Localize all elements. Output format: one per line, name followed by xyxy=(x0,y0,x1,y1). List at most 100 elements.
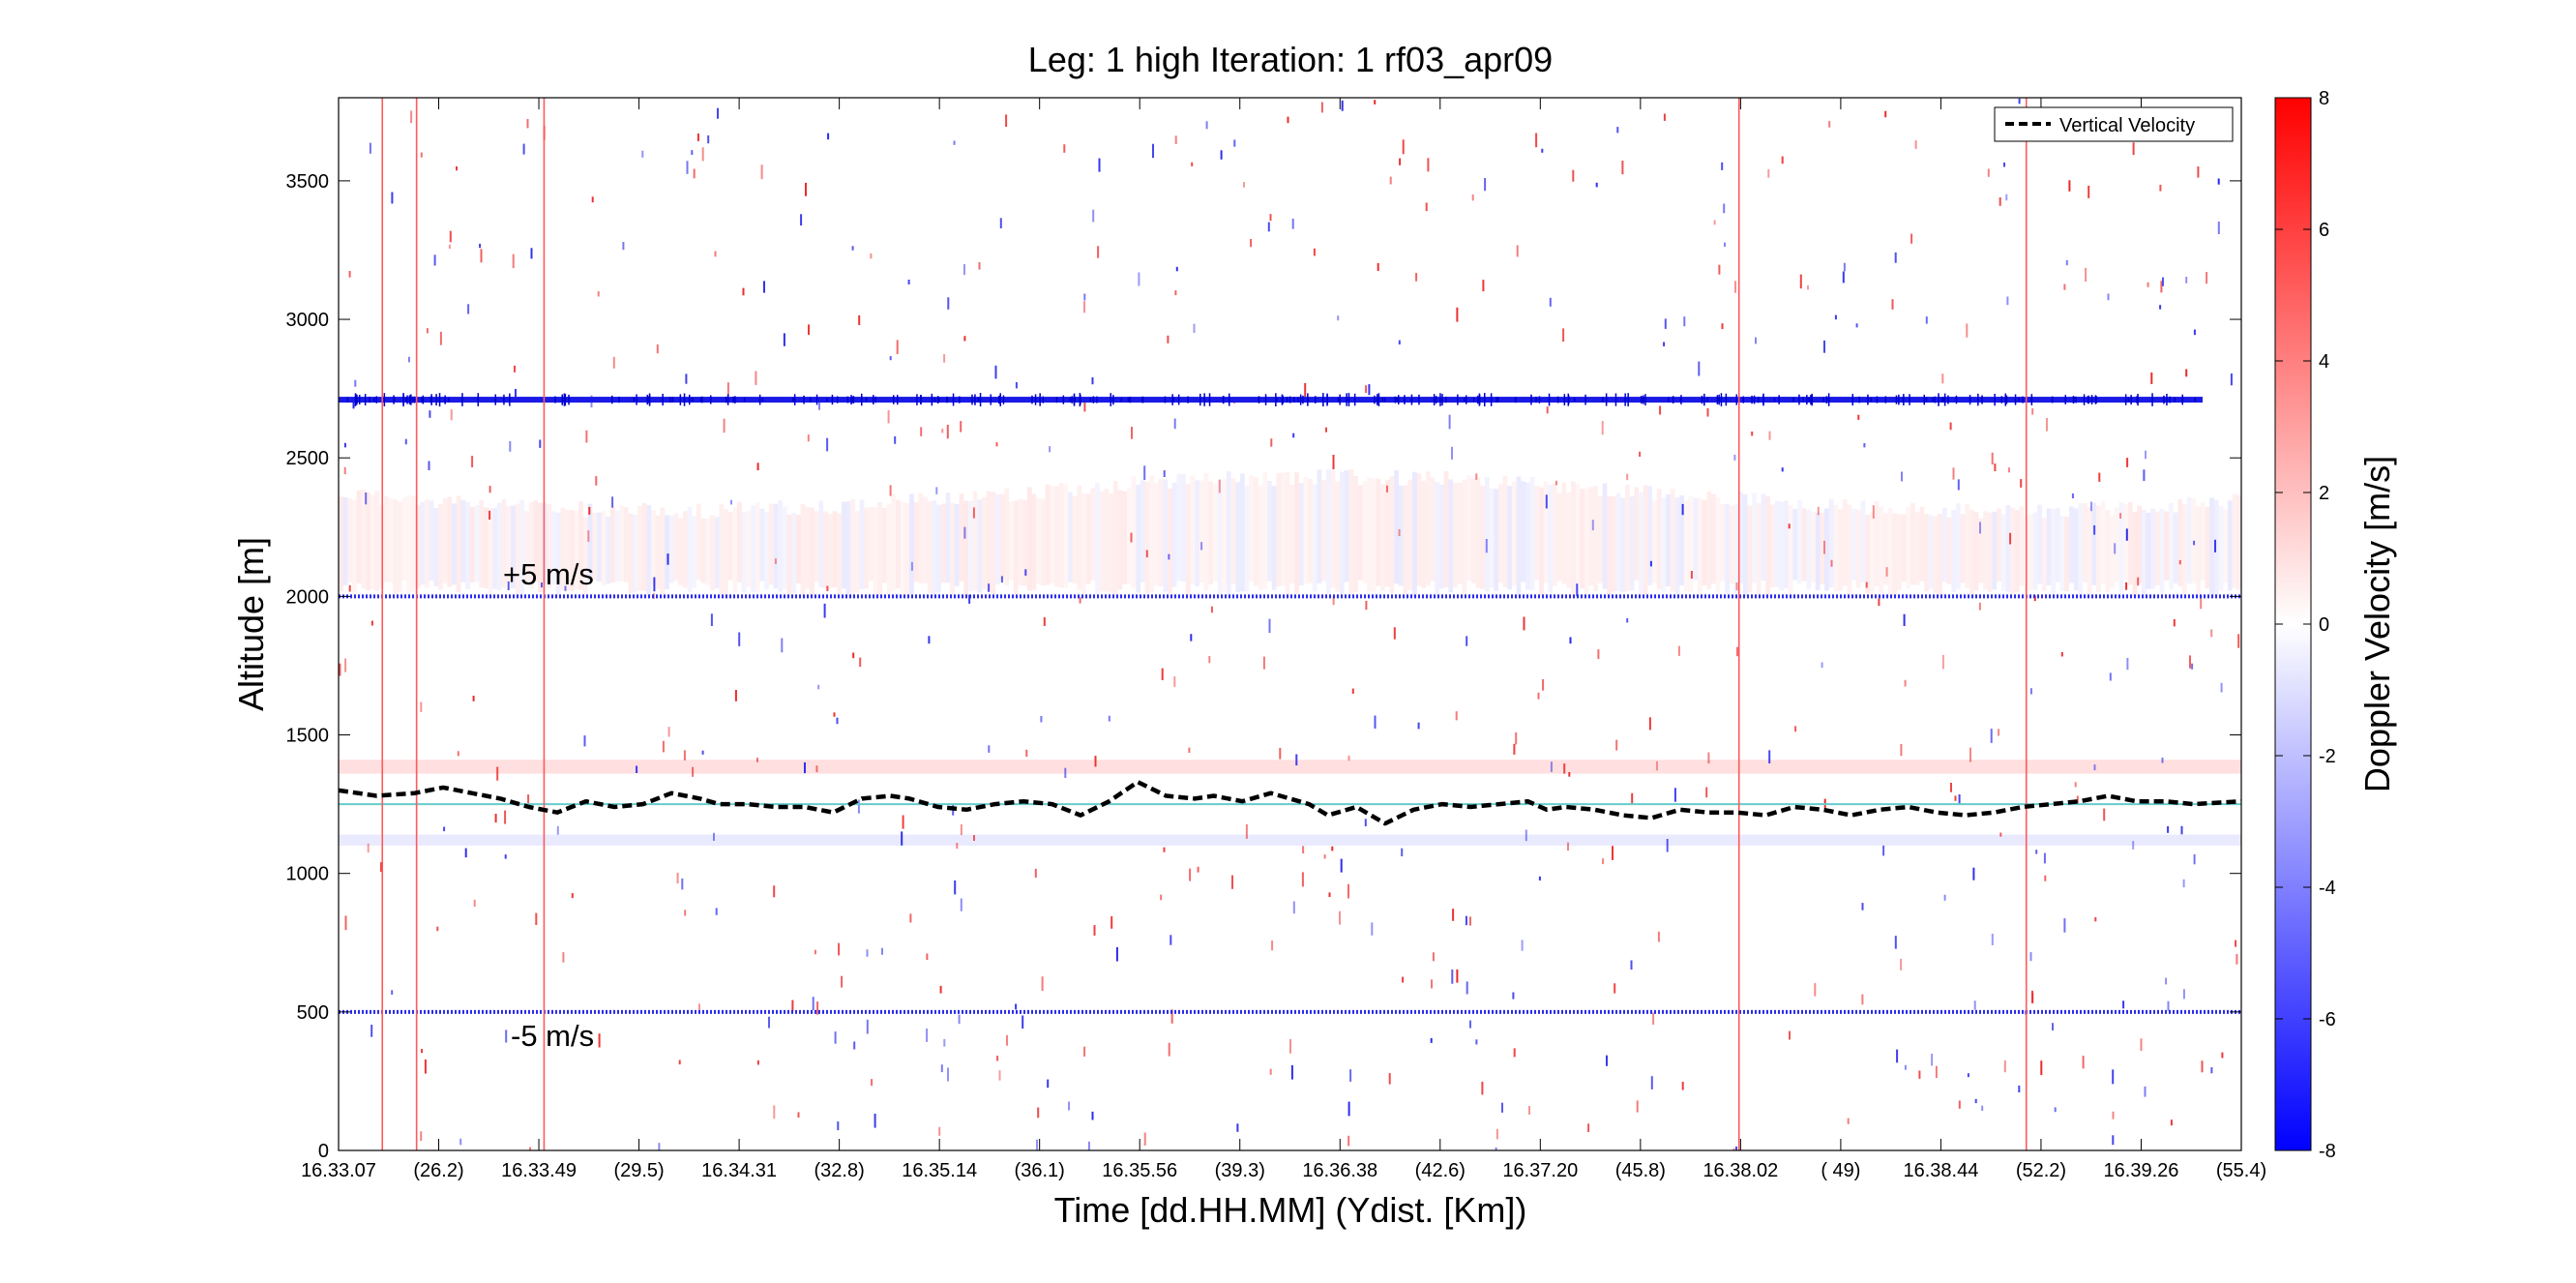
cloud-layer-column xyxy=(2182,504,2187,595)
noise-speckle xyxy=(1698,361,1701,376)
noise-speckle xyxy=(2143,469,2146,481)
noise-speckle xyxy=(1083,293,1086,301)
cloud-layer-column xyxy=(1784,500,1789,589)
cloud-layer-column xyxy=(1453,482,1458,588)
cloud-layer-column xyxy=(1525,482,1530,590)
noise-speckle xyxy=(1143,465,1146,480)
high-blue-band-tick xyxy=(461,393,463,406)
noise-speckle xyxy=(2031,408,2034,415)
cloud-layer-column xyxy=(1521,481,1526,582)
high-blue-band-tick xyxy=(1297,397,1299,403)
high-blue-band-tick xyxy=(477,393,479,406)
chart-title: Leg: 1 high Iteration: 1 rf03_apr09 xyxy=(1028,40,1553,79)
noise-speckle xyxy=(1347,1101,1350,1117)
noise-speckle xyxy=(556,825,559,835)
noise-speckle xyxy=(941,429,944,433)
noise-speckle xyxy=(653,577,656,592)
noise-speckle xyxy=(1005,114,1008,128)
noise-speckle xyxy=(2043,852,2046,864)
cloud-layer-column xyxy=(1969,509,1974,596)
high-blue-band-tick xyxy=(2127,397,2130,403)
noise-speckle xyxy=(448,244,451,249)
cloud-layer-column xyxy=(1276,472,1282,587)
cloud-layer-column xyxy=(904,502,910,596)
noise-speckle xyxy=(1347,1135,1350,1147)
high-blue-band-tick xyxy=(1535,396,1537,403)
cloud-layer-column xyxy=(913,501,919,582)
cloud-layer-column xyxy=(460,499,466,582)
noise-speckle xyxy=(1904,679,1907,687)
cloud-layer-column xyxy=(1674,497,1680,595)
cloud-layer-column xyxy=(968,500,973,592)
noise-speckle xyxy=(958,1014,961,1025)
noise-speckle xyxy=(1087,1141,1090,1150)
colorbar: -8 -6 -4 -2 0 2 4 6 8 Doppler Velocity [m/s] xyxy=(2274,88,2397,1162)
high-blue-band-tick xyxy=(364,394,367,405)
noise-speckle xyxy=(1174,290,1177,296)
cloud-layer-column xyxy=(1416,473,1422,586)
high-blue-band-tick xyxy=(1129,396,1132,403)
high-blue-band-tick xyxy=(1870,398,1872,403)
cloud-layer-column xyxy=(1149,475,1154,593)
noise-speckle xyxy=(2159,305,2162,310)
noise-speckle xyxy=(713,832,715,841)
cloud-layer-column xyxy=(1941,507,1947,582)
noise-speckle xyxy=(1663,113,1666,121)
high-blue-band-tick xyxy=(564,393,567,406)
cloud-layer-column xyxy=(1983,511,1988,590)
high-blue-band-tick xyxy=(792,397,794,403)
noise-speckle xyxy=(1495,1128,1498,1140)
noise-speckle xyxy=(1386,485,1388,492)
y-axis: 0 500 1000 1500 2000 2500 3000 3500 xyxy=(286,171,2241,1162)
noise-speckle xyxy=(1901,471,1903,482)
noise-speckle xyxy=(1516,245,1519,257)
cloud-layer-column xyxy=(1838,509,1843,591)
cloud-layer-column xyxy=(1163,479,1169,592)
cloud-layer-column xyxy=(2087,506,2092,595)
noise-speckle xyxy=(1639,451,1642,457)
cloud-layer-column xyxy=(1684,500,1689,591)
noise-speckle xyxy=(710,613,713,626)
noise-speckle xyxy=(1843,262,1846,272)
noise-speckle xyxy=(1981,1105,1984,1111)
high-blue-band-tick xyxy=(1925,397,1928,403)
cloud-layer-column xyxy=(2059,516,2065,591)
noise-speckle xyxy=(1313,248,1316,256)
cloud-layer-column xyxy=(786,514,792,595)
noise-speckle xyxy=(1659,405,1662,415)
noise-speckle xyxy=(2060,652,2063,657)
high-blue-band-tick xyxy=(662,394,664,406)
noise-speckle xyxy=(2144,1086,2147,1097)
noise-speckle xyxy=(1998,729,2000,736)
cloud-layer-column xyxy=(1326,469,1331,595)
noise-speckle xyxy=(1861,994,1864,1005)
noise-speckle xyxy=(1830,559,1833,567)
high-blue-band-tick xyxy=(1614,393,1617,406)
high-blue-band-tick xyxy=(971,394,973,405)
high-blue-band-tick xyxy=(1934,396,1936,403)
noise-speckle xyxy=(1597,649,1600,660)
high-blue-band-tick xyxy=(646,395,648,405)
high-blue-band-tick xyxy=(411,396,414,403)
noise-speckle xyxy=(2007,467,2010,473)
noise-speckle xyxy=(1755,337,1757,344)
noise-speckle xyxy=(814,949,816,955)
cloud-layer-column xyxy=(940,503,946,583)
high-blue-band-tick xyxy=(435,394,437,405)
cloud-layer-column xyxy=(727,512,733,581)
high-blue-band-tick xyxy=(375,396,377,403)
mirror-return-band xyxy=(339,834,2241,847)
high-blue-band-tick xyxy=(1039,393,1041,406)
noise-speckle xyxy=(1648,717,1651,731)
cloud-layer-column xyxy=(1321,480,1326,582)
high-blue-band-tick xyxy=(1940,397,1943,403)
cloud-layer-column xyxy=(2083,503,2087,582)
cloud-layer-column xyxy=(1693,497,1698,581)
cloud-layer-column xyxy=(1797,499,1802,583)
noise-speckle xyxy=(926,1029,929,1042)
noise-speckle xyxy=(1652,1012,1655,1025)
high-blue-band-tick xyxy=(861,393,863,406)
noise-speckle xyxy=(2082,1056,2085,1069)
noise-speckle xyxy=(2162,277,2164,286)
noise-speckle xyxy=(2210,629,2213,638)
